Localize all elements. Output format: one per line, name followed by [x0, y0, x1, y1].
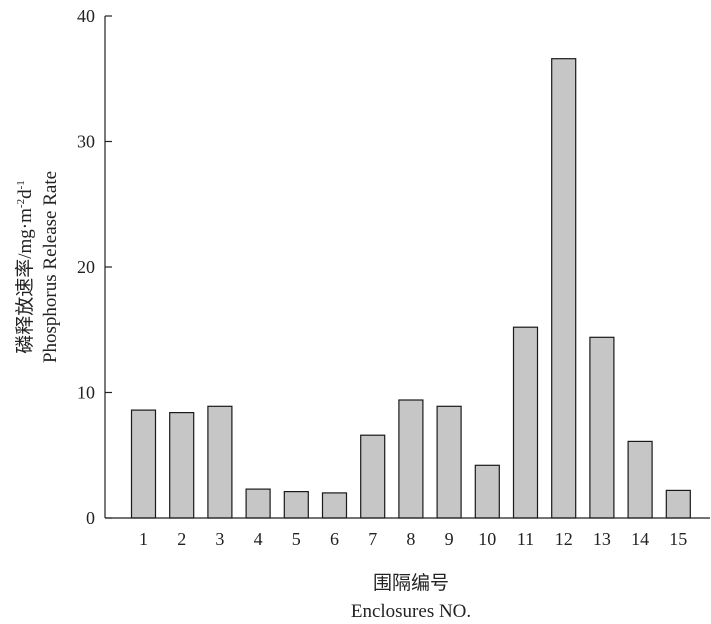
x-tick-label: 10 — [478, 529, 496, 549]
x-tick-label: 7 — [368, 529, 377, 549]
x-tick-label: 15 — [669, 529, 687, 549]
svg-text:磷释放速率/mg·m-2d-1: 磷释放速率/mg·m-2d-1 — [14, 180, 36, 354]
bar-enclosure-6 — [321, 492, 348, 519]
bar-enclosure-8 — [398, 399, 424, 519]
bar-enclosure-4 — [245, 488, 271, 519]
x-tick-label: 5 — [292, 529, 301, 549]
x-tick-label: 1 — [139, 529, 148, 549]
y-tick-label: 10 — [77, 383, 95, 403]
x-tick-label: 13 — [593, 529, 611, 549]
y-axis-label-sup1: -2 — [15, 199, 27, 208]
x-tick-label: 3 — [215, 529, 224, 549]
bar-enclosure-1 — [130, 409, 157, 519]
y-axis-label-cn-main: 磷释放速率/mg·m — [14, 208, 36, 354]
x-tick-label: 8 — [406, 529, 415, 549]
y-tick-label: 40 — [77, 6, 95, 26]
x-tick-label: 4 — [254, 529, 263, 549]
bar-enclosure-12 — [551, 58, 577, 519]
bar-enclosure-3 — [207, 405, 233, 519]
x-tick-label: 2 — [177, 529, 186, 549]
y-axis-label-cn: 磷释放速率/mg·m-2d-1 — [14, 180, 36, 354]
x-axis-label-en: Enclosures NO. — [351, 601, 471, 622]
y-tick-label: 0 — [86, 508, 95, 528]
x-ticks-group: 1 2 3 4 5 6 7 8 9 10 11 12 13 14 15 — [139, 529, 687, 549]
bar-enclosure-14 — [627, 440, 653, 519]
bar-enclosure-10 — [474, 464, 500, 519]
y-axis-label-sup2: -1 — [15, 180, 27, 189]
x-tick-label: 9 — [445, 529, 454, 549]
bar-enclosure-2 — [169, 412, 195, 519]
bar-enclosure-11 — [512, 326, 539, 519]
y-axis-label-en: Phosphorus Release Rate — [40, 171, 61, 363]
y-tick-label: 20 — [77, 257, 95, 277]
y-axis-label-mid: d — [15, 189, 36, 199]
x-tick-label: 6 — [330, 529, 339, 549]
bars-group — [130, 58, 691, 519]
y-tick-label: 30 — [77, 132, 95, 152]
bar-enclosure-7 — [360, 434, 386, 519]
y-ticks-group: 0 10 20 30 40 — [77, 6, 112, 528]
bar-enclosure-9 — [436, 405, 462, 519]
x-tick-label: 12 — [555, 529, 573, 549]
x-tick-label: 14 — [631, 529, 649, 549]
bar-enclosure-5 — [283, 491, 309, 519]
x-axis-label-cn: 围隔编号 — [373, 572, 449, 594]
x-tick-label: 11 — [517, 529, 534, 549]
bar-enclosure-15 — [665, 489, 691, 519]
bar-enclosure-13 — [589, 336, 615, 519]
